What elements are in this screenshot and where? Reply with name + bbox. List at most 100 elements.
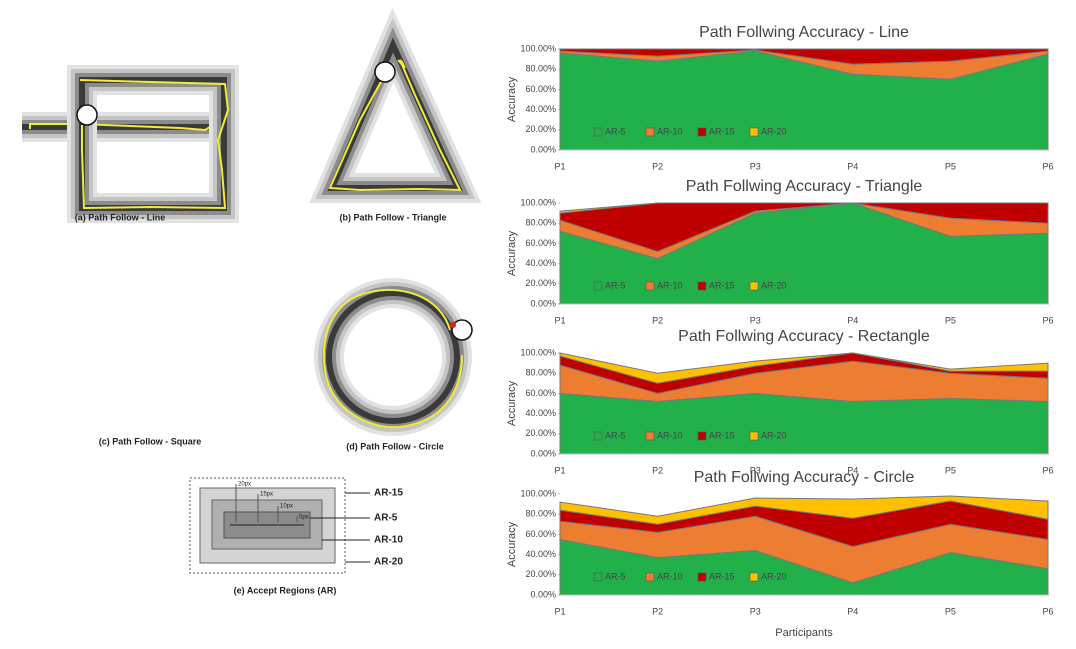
triangle-panel [330,45,460,190]
x-tick-label: P5 [945,161,956,171]
chart-title: Path Follwing Accuracy - Triangle [686,178,923,195]
legend-label: AR-20 [761,430,787,440]
trace [328,59,462,192]
x-tick-label: P2 [652,606,663,616]
legend-marker [645,431,655,441]
area [559,392,1049,455]
band [82,80,224,208]
cursor [374,61,396,83]
y-tick-label: 60.00% [525,529,556,539]
area [559,202,1048,214]
area-chart: Path Follwing Accuracy - Circle Accuracy 0… [506,469,1054,639]
x-tick-label: P4 [847,465,858,475]
x-tick-label: P6 [1042,161,1053,171]
legend-marker [645,572,655,582]
caption: (a) Path Follow - Line [75,212,166,222]
area [559,352,1049,384]
legend-marker [697,431,707,441]
y-axis-label: Accuracy [506,521,518,567]
legend-marker [593,281,603,291]
accept-region-diagram: 20px 15px 10px 5px AR-15 AR-5 AR-10 AR-2… [189,477,403,574]
legend-label: AR-15 [709,571,735,581]
marker [450,322,456,328]
y-tick-label: 80.00% [525,218,556,228]
x-tick-label: P4 [847,315,858,325]
legend-label: AR-5 [605,430,626,440]
legend-marker [697,572,707,582]
legend-label: AR-5 [605,126,626,136]
area-chart: Path Follwing Accuracy - Line Accuracy 0.0… [506,24,1054,171]
legend-marker [697,127,707,137]
area-chart: Path Follwing Accuracy - Rectangle Accura… [506,328,1054,475]
x-tick-label: P4 [847,161,858,171]
legend-marker [749,281,759,291]
y-tick-label: 0.00% [530,298,556,308]
y-tick-label: 80.00% [525,64,556,74]
y-tick-label: 20.00% [525,124,556,134]
x-tick-label: P2 [652,161,663,171]
x-tick-label: P2 [652,465,663,475]
y-tick-label: 0.00% [530,448,556,458]
legend-label: AR-5 [605,571,626,581]
band [82,80,224,208]
y-tick-label: 40.00% [525,408,556,418]
offset-arrows [235,484,298,522]
x-tick-label: P6 [1042,606,1053,616]
legend-marker [697,281,707,291]
legend-marker [645,281,655,291]
x-tick-label: P5 [945,606,956,616]
legend-marker [749,572,759,582]
y-tick-label: 40.00% [525,104,556,114]
band [329,293,457,421]
x-tick-label: P4 [847,606,858,616]
band [82,80,224,208]
trace [322,288,463,429]
caption: (d) Path Follow - Circle [346,441,444,451]
chart-title: Path Follwing Accuracy - Line [699,24,909,41]
legend-label: AR-15 [709,126,735,136]
legend-label: AR-10 [657,571,683,581]
x-tick-label: P3 [750,315,761,325]
y-axis-label: Accuracy [506,380,518,426]
y-tick-label: 40.00% [525,258,556,268]
legend-marker [749,127,759,137]
y-tick-label: 80.00% [525,509,556,519]
region-label: AR-15 [374,488,403,499]
x-tick-label: P3 [750,465,761,475]
legend-label: AR-15 [709,280,735,290]
y-axis-label: Accuracy [506,76,518,122]
legend-label: AR-20 [761,571,787,581]
y-tick-label: 40.00% [525,549,556,559]
region-20 [189,477,346,574]
x-tick-label: P1 [554,606,565,616]
y-tick-label: 100.00% [520,43,556,53]
x-tick-label: P3 [750,606,761,616]
y-tick-label: 100.00% [520,488,556,498]
cursor [451,319,473,341]
y-axis-label: Accuracy [506,230,518,276]
y-tick-label: 100.00% [520,197,556,207]
y-tick-label: 100.00% [520,347,556,357]
trace [29,123,216,132]
y-tick-label: 80.00% [525,368,556,378]
y-tick-label: 20.00% [525,428,556,438]
caption: (b) Path Follow - Triangle [340,212,447,222]
x-tick-label: P1 [554,465,565,475]
y-tick-label: 60.00% [525,388,556,398]
circle-panel [322,288,473,429]
y-tick-label: 20.00% [525,278,556,288]
x-tick-label: P1 [554,161,565,171]
y-tick-label: 0.00% [530,144,556,154]
legend-label: AR-10 [657,280,683,290]
x-tick-label: P6 [1042,465,1053,475]
charts: Path Follwing Accuracy - Line Accuracy 0.0… [506,24,1054,639]
legend-label: AR-10 [657,126,683,136]
legend-label: AR-20 [761,126,787,136]
legend-marker [593,572,603,582]
x-axis-label: Participants [775,627,833,639]
legend-marker [749,431,759,441]
x-tick-label: P5 [945,315,956,325]
legend-marker [645,127,655,137]
y-tick-label: 60.00% [525,238,556,248]
